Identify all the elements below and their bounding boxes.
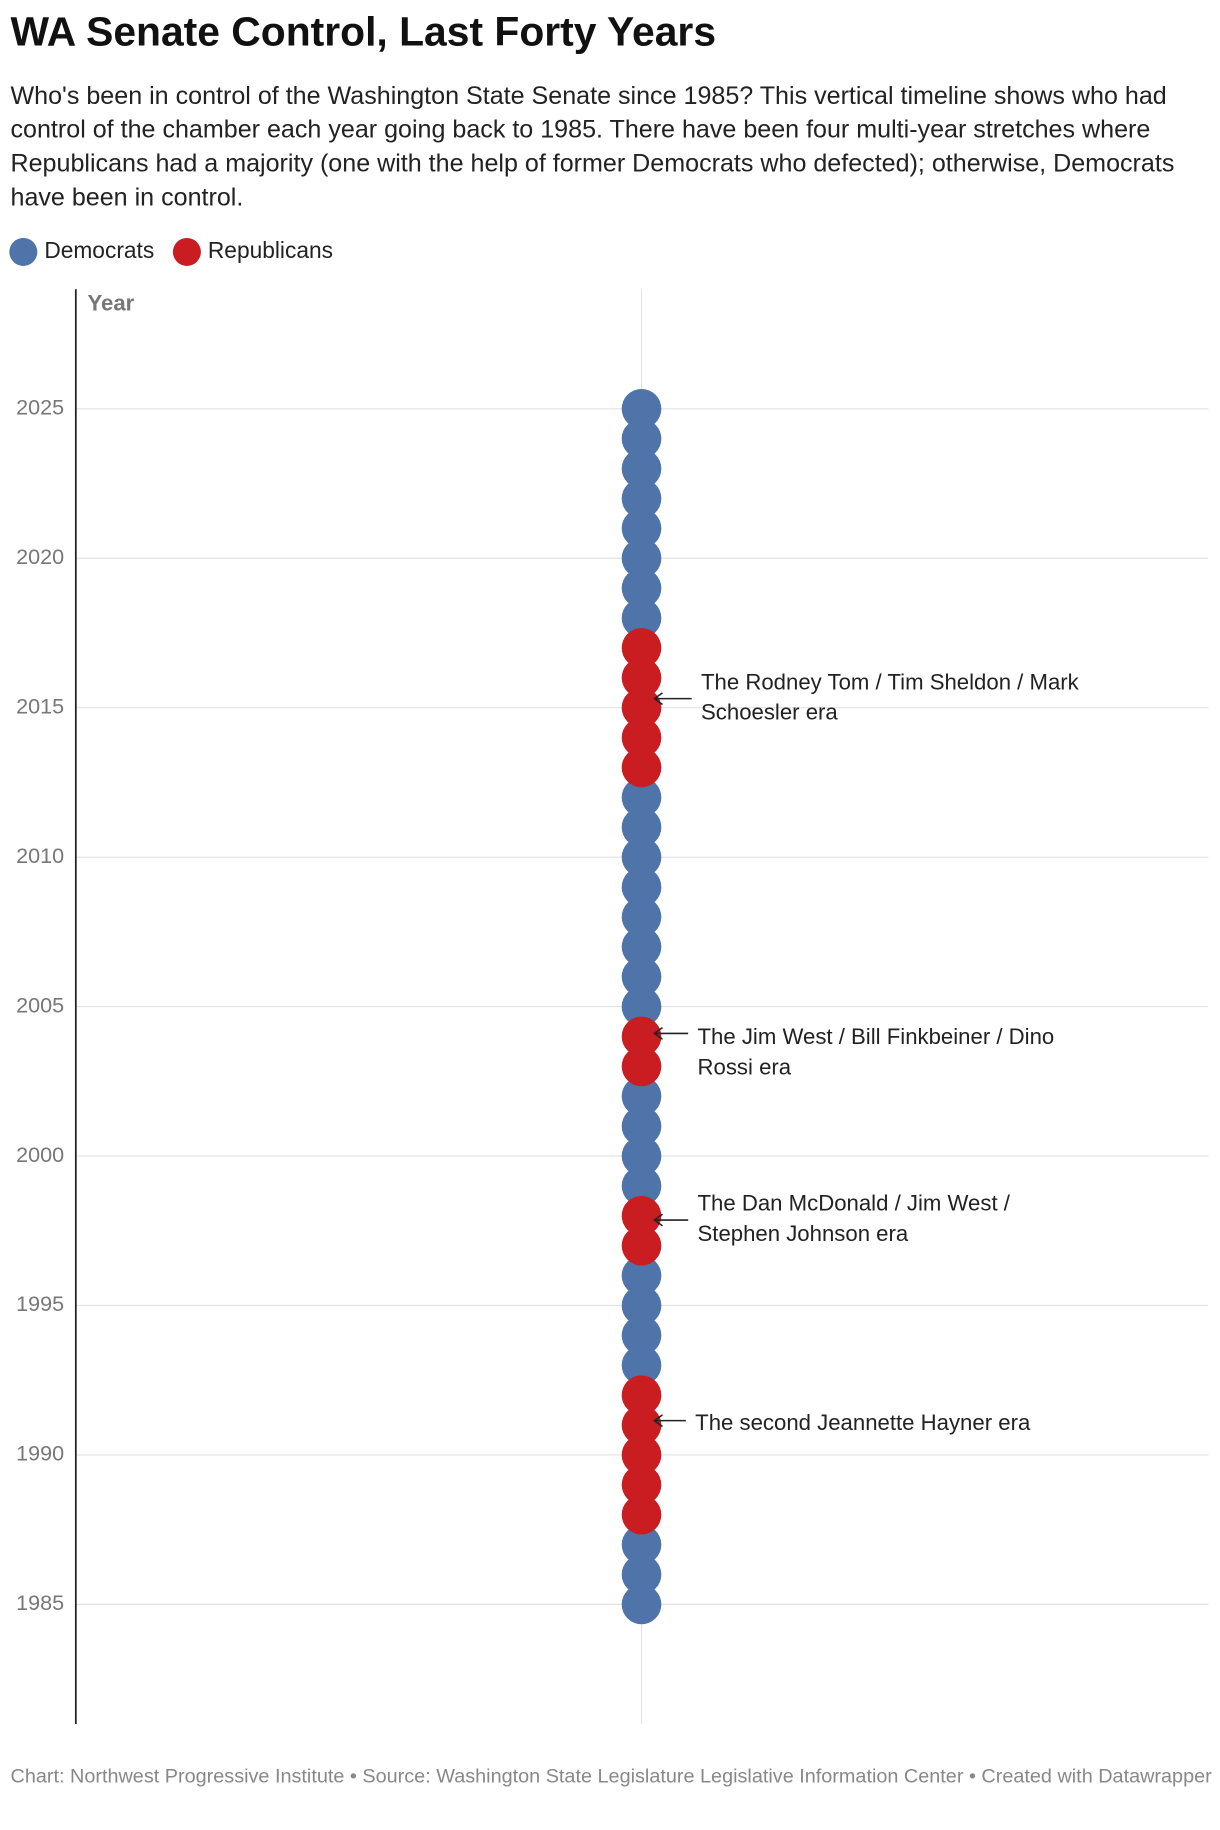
legend-label: Democrats xyxy=(44,237,154,263)
year-dot xyxy=(621,897,662,937)
year-dot xyxy=(621,1435,662,1475)
chart-title: WA Senate Control, Last Forty Years xyxy=(10,9,717,55)
annotation-arrowhead xyxy=(653,1213,663,1227)
year-dot xyxy=(621,747,662,788)
y-tick-label: 2010 xyxy=(16,843,64,868)
legend-swatch xyxy=(172,237,201,266)
year-dot xyxy=(621,1136,662,1176)
year-dot xyxy=(621,418,662,459)
year-dot xyxy=(621,1524,662,1565)
year-dot xyxy=(621,478,662,519)
year-dot xyxy=(621,687,662,728)
year-dot xyxy=(621,1285,662,1326)
year-dot xyxy=(621,448,662,489)
y-tick-label: 2015 xyxy=(16,693,64,718)
y-tick-label: 1990 xyxy=(16,1441,64,1466)
year-dot xyxy=(621,1315,662,1356)
year-dot xyxy=(621,1076,662,1117)
year-dot xyxy=(621,538,662,579)
year-dot xyxy=(621,657,662,698)
year-dot xyxy=(621,837,662,877)
y-tick-label: 2025 xyxy=(16,395,64,420)
year-dot xyxy=(621,628,662,668)
year-dot xyxy=(621,986,662,1027)
annotation-arrowhead xyxy=(653,1026,663,1040)
year-dot xyxy=(621,1016,662,1057)
source-note: Chart: Northwest Progressive Institute •… xyxy=(10,1764,1212,1787)
y-tick-label: 2005 xyxy=(16,992,64,1017)
y-tick-label: 1995 xyxy=(16,1291,64,1316)
year-dot xyxy=(621,598,662,638)
annotation: The Rodney Tom / Tim Sheldon / Mark Scho… xyxy=(701,670,1079,726)
year-dot xyxy=(621,777,662,818)
year-dot xyxy=(621,926,662,967)
y-tick-label: 1985 xyxy=(16,1590,64,1615)
year-dot xyxy=(621,508,662,549)
year-dot xyxy=(621,1405,662,1445)
year-dot xyxy=(621,1046,662,1087)
year-dot xyxy=(621,1554,662,1595)
annotation-arrowhead xyxy=(653,692,663,706)
year-dot xyxy=(621,388,662,429)
year-dot xyxy=(621,1375,662,1415)
year-dot xyxy=(621,1255,662,1296)
y-tick-label: 2020 xyxy=(16,544,64,569)
year-dot xyxy=(621,867,662,907)
year-dot xyxy=(621,1584,662,1625)
year-dot xyxy=(621,1464,662,1505)
y-axis-label: Year xyxy=(87,290,134,315)
year-dot xyxy=(621,1225,662,1266)
annotation-arrowhead xyxy=(653,1414,663,1428)
year-dot xyxy=(621,1345,662,1386)
annotation: The Dan McDonald / Jim West / Stephen Jo… xyxy=(697,1192,1010,1247)
y-tick-label: 2000 xyxy=(16,1142,64,1167)
year-dot xyxy=(621,1195,662,1236)
year-dot xyxy=(621,956,662,997)
year-dot xyxy=(621,1106,662,1146)
annotation: The Jim West / Bill Finkbeiner / Dino Ro… xyxy=(697,1025,1055,1081)
legend-label: Republicans xyxy=(208,237,333,263)
year-dot xyxy=(621,1494,662,1535)
chart-subtitle: Who's been in control of the Washington … xyxy=(10,81,1175,212)
year-dot xyxy=(621,807,662,848)
year-dot xyxy=(621,568,662,608)
legend-swatch xyxy=(9,237,38,266)
annotation: The second Jeannette Hayner era xyxy=(695,1411,1031,1436)
year-dot xyxy=(621,717,662,758)
year-dot xyxy=(621,1166,662,1206)
